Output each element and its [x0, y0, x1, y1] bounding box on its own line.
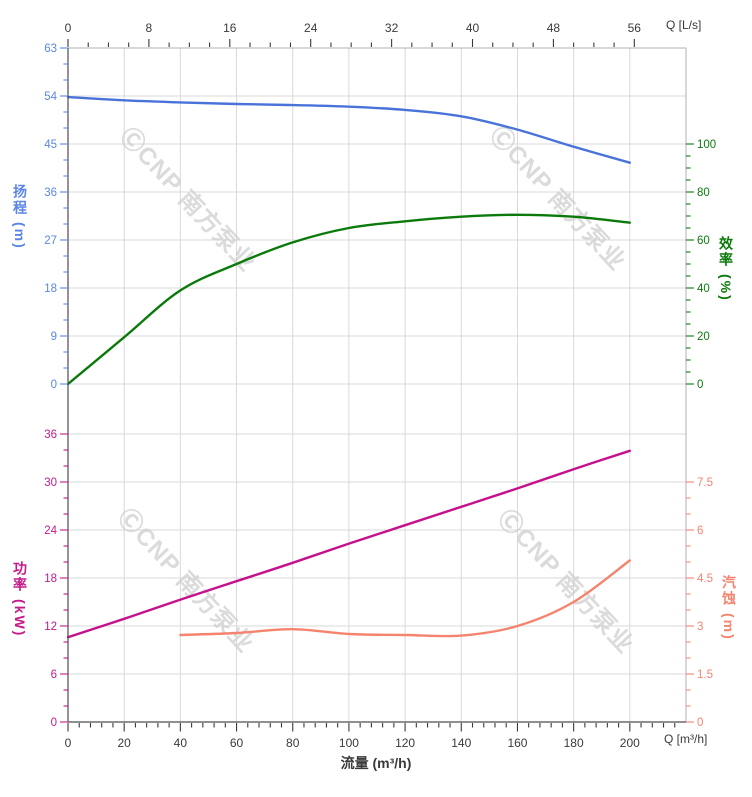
npsh-axis-unit: (m) [721, 613, 737, 641]
tick-label: 0 [697, 717, 703, 729]
tick-label: 0 [697, 379, 703, 391]
tick-label: 40 [697, 283, 710, 295]
power-axis-unit: (kW) [12, 599, 28, 638]
tick-label: 56 [628, 21, 642, 35]
tick-label: 48 [547, 21, 561, 35]
tick-label: 80 [697, 187, 710, 199]
tick-label: 7.5 [697, 477, 713, 489]
power-axis: 0 6 12 18 24 30 36 [44, 429, 68, 729]
bottom-flow-unit-label: Q [m³/h] [664, 732, 708, 746]
tick-label: 20 [118, 736, 132, 750]
head-axis: 0 9 18 27 36 45 54 63 [44, 43, 68, 391]
tick-label: 200 [620, 736, 640, 750]
tick-label: 40 [174, 736, 188, 750]
tick-label: 180 [564, 736, 584, 750]
tick-label: 8 [146, 21, 153, 35]
tick-label: 0 [51, 717, 57, 729]
npsh-curve [179, 559, 631, 638]
tick-label: 160 [507, 736, 527, 750]
tick-label: 140 [451, 736, 471, 750]
tick-label: 120 [395, 736, 415, 750]
tick-label: 36 [44, 187, 57, 199]
tick-label: 16 [223, 21, 237, 35]
npsh-axis: 0 1.5 3 4.5 6 7.5 [686, 477, 713, 729]
tick-label: 20 [697, 331, 710, 343]
tick-label: 100 [697, 139, 716, 151]
tick-label: 9 [51, 331, 57, 343]
watermark: ⒸCNP 南方泵业 [492, 504, 639, 659]
tick-label: 3 [697, 621, 703, 633]
power-curve [66, 449, 631, 639]
tick-label: 0 [65, 736, 72, 750]
tick-label: 27 [44, 235, 57, 247]
head-curve [66, 95, 631, 164]
tick-label: 80 [286, 736, 300, 750]
head-axis-label: 扬程 (m) [12, 184, 28, 250]
tick-label: 18 [44, 283, 57, 295]
tick-label: 100 [339, 736, 359, 750]
tick-label: 63 [44, 43, 57, 55]
x-axis-title: 流量 (m³/h) [340, 755, 412, 771]
efficiency-curve [66, 213, 631, 386]
bottom-flow-axis: 0 20 40 60 80 100 120 140 160 180 200 [65, 723, 676, 750]
npsh-axis-label-text: 汽蚀 [721, 575, 737, 607]
tick-label: 36 [44, 429, 57, 441]
tick-label: 4.5 [697, 573, 713, 585]
top-flow-unit-label: Q [L/s] [666, 18, 702, 32]
tick-label: 0 [51, 379, 57, 391]
tick-label: 12 [44, 621, 57, 633]
tick-label: 18 [44, 573, 57, 585]
curves [66, 95, 631, 639]
tick-label: 60 [697, 235, 710, 247]
power-axis-label-text: 功率 [12, 561, 28, 593]
efficiency-axis-label: 效率 (%) [718, 236, 734, 302]
tick-label: 24 [304, 21, 318, 35]
tick-label: 40 [466, 21, 480, 35]
tick-label: 6 [51, 669, 57, 681]
tick-label: 30 [44, 477, 57, 489]
tick-label: 32 [385, 21, 399, 35]
tick-label: 0 [65, 21, 72, 35]
tick-label: 45 [44, 139, 57, 151]
gridlines [68, 48, 686, 722]
top-flow-axis: 0 8 16 24 32 40 48 56 [65, 21, 642, 47]
tick-label: 6 [697, 525, 703, 537]
npsh-axis-label: 汽蚀 (m) [721, 575, 737, 641]
tick-label: 1.5 [697, 669, 713, 681]
head-axis-unit: (m) [12, 222, 28, 250]
tick-label: 24 [44, 525, 57, 537]
efficiency-axis-unit: (%) [718, 274, 734, 302]
power-axis-label: 功率 (kW) [12, 561, 28, 638]
head-axis-label-text: 扬程 [12, 184, 28, 216]
tick-label: 60 [230, 736, 244, 750]
efficiency-axis: 0 20 40 60 80 100 [686, 139, 716, 391]
tick-label: 54 [44, 91, 57, 103]
watermark: ⒸCNP 南方泵业 [114, 122, 261, 277]
efficiency-axis-label-text: 效率 [718, 236, 734, 268]
